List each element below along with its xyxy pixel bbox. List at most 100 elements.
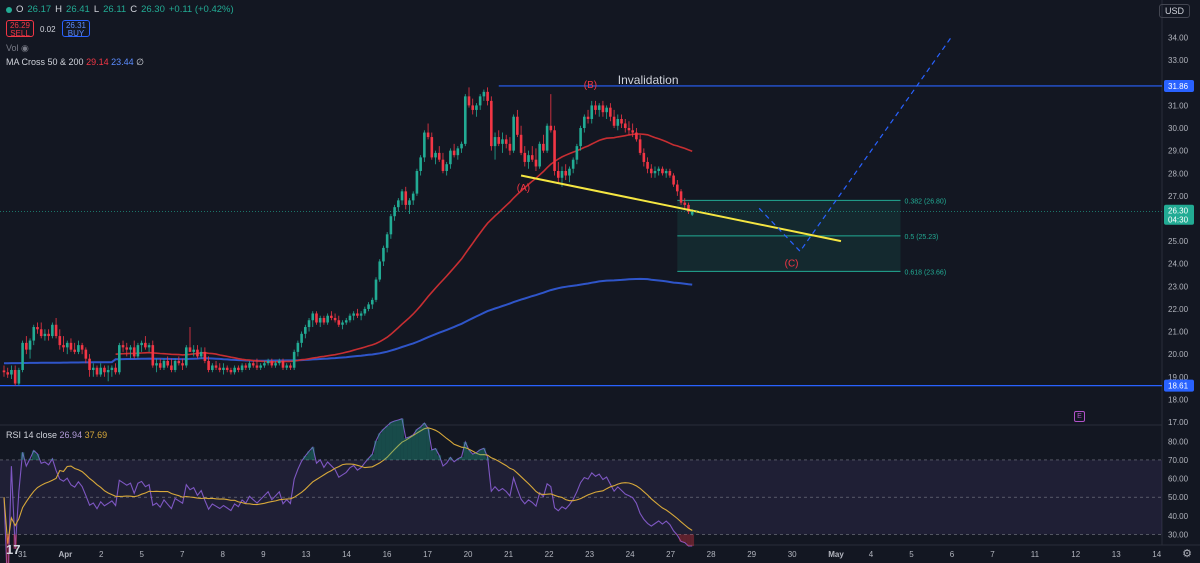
candle-body — [136, 345, 140, 357]
candle-body — [99, 367, 103, 375]
candle-body — [103, 367, 106, 373]
volume-legend[interactable]: Vol ◉ — [6, 43, 29, 54]
time-tick-label: 6 — [950, 550, 955, 559]
buy-button[interactable]: 26.31 BUY — [62, 20, 90, 38]
open-label: O — [16, 4, 24, 15]
candle-body — [638, 139, 642, 153]
bar-countdown-label: 04:30 — [1168, 216, 1189, 225]
candle-body — [620, 118, 623, 124]
time-tick-label: 13 — [302, 550, 311, 559]
candle-body — [225, 367, 229, 370]
candle-body — [315, 313, 318, 323]
volume-label: Vol — [6, 43, 19, 53]
time-tick-label: 21 — [504, 550, 513, 559]
time-tick-label: Apr — [59, 550, 73, 559]
price-tick-label: 30.00 — [1168, 124, 1189, 133]
candle-body — [408, 200, 411, 205]
price-tick-label: 34.00 — [1168, 34, 1189, 43]
candle-body — [664, 170, 668, 174]
candle-body — [359, 313, 363, 316]
candle-body — [437, 152, 441, 160]
candle-body — [575, 146, 579, 160]
candle-body — [363, 308, 367, 314]
candle-body — [162, 360, 166, 368]
rsi-legend[interactable]: RSI 14 close 26.94 37.69 — [6, 430, 107, 440]
candle-body — [140, 342, 143, 346]
candle-body — [467, 96, 471, 106]
candle-body — [504, 139, 508, 144]
ma-legend[interactable]: MA Cross 50 & 200 29.14 23.44 ∅ — [6, 57, 144, 68]
fibonacci-level-label: 0.618 (23.66) — [905, 269, 947, 276]
gear-icon[interactable]: ⚙ — [1182, 548, 1192, 560]
earnings-marker[interactable]: E — [1074, 411, 1085, 422]
candle-body — [304, 327, 307, 334]
price-tick-label: 31.00 — [1168, 101, 1189, 110]
candle-body — [415, 170, 419, 194]
candle-body — [13, 369, 17, 384]
candle-body — [501, 139, 504, 144]
candle-body — [341, 322, 344, 325]
close-label: C — [130, 4, 138, 15]
rsi-tick-label: 80.00 — [1168, 437, 1189, 446]
candle-body — [672, 175, 675, 185]
candle-body — [348, 315, 352, 321]
sell-button[interactable]: 26.29 SELL — [6, 20, 34, 38]
candle-body — [25, 342, 28, 350]
currency-button[interactable]: USD — [1158, 4, 1190, 18]
eye-icon[interactable]: ◉ — [21, 43, 29, 53]
price-tick-label: 18.00 — [1168, 395, 1189, 404]
candle-body — [281, 360, 285, 368]
candle-body — [490, 100, 493, 147]
ma50-value: 29.14 — [86, 57, 109, 67]
candle-body — [601, 105, 605, 113]
candle-body — [556, 170, 560, 178]
candle-body — [311, 313, 315, 321]
candle-body — [125, 347, 129, 350]
candle-body — [277, 360, 281, 364]
candle-body — [181, 363, 184, 366]
price-tick-label: 27.00 — [1168, 192, 1189, 201]
time-tick-label: 4 — [869, 550, 874, 559]
candle-body — [233, 367, 236, 373]
candle-body — [661, 168, 664, 174]
candle-body — [679, 191, 683, 203]
candle-body — [240, 365, 244, 370]
candle-body — [259, 365, 262, 368]
candle-body — [326, 315, 329, 323]
candle-body — [538, 143, 541, 167]
time-tick-label: 8 — [221, 550, 226, 559]
time-tick-label: 14 — [1152, 550, 1161, 559]
candle-body — [237, 367, 240, 370]
open-value: 26.17 — [27, 4, 52, 15]
price-tick-label: 21.00 — [1168, 328, 1189, 337]
ma-label: MA Cross 50 & 200 — [6, 57, 84, 67]
candle-body — [530, 155, 534, 160]
candle-body — [318, 317, 322, 323]
candle-body — [482, 91, 486, 97]
candle-body — [95, 367, 99, 375]
time-tick-label: 28 — [707, 550, 716, 559]
candle-body — [196, 349, 199, 357]
candle-body — [623, 123, 627, 129]
rsi-tick-label: 30.00 — [1168, 530, 1189, 539]
candle-body — [497, 137, 501, 144]
candle-body — [411, 193, 415, 201]
candle-body — [486, 91, 489, 101]
candle-body — [653, 170, 657, 174]
fibonacci-level-label: 0.5 (25.23) — [905, 234, 939, 241]
candle-body — [263, 363, 266, 366]
rsi-value: 26.94 — [59, 430, 83, 440]
candle-body — [110, 367, 114, 370]
candle-body — [612, 116, 616, 126]
rsi-tick-label: 70.00 — [1168, 456, 1189, 465]
price-tick-label: 20.00 — [1168, 350, 1189, 359]
time-tick-label: 27 — [666, 550, 675, 559]
candle-body — [519, 134, 523, 153]
candle-body — [597, 105, 601, 110]
candle-body — [352, 313, 355, 316]
candle-body — [475, 105, 478, 110]
candle-body — [322, 317, 326, 323]
candle-body — [594, 105, 597, 110]
candle-body — [28, 340, 32, 350]
